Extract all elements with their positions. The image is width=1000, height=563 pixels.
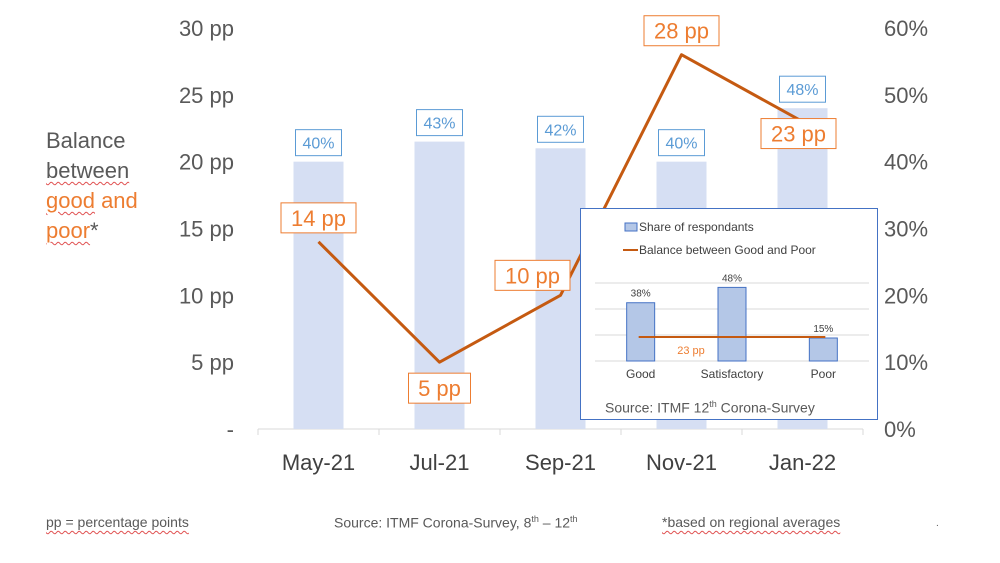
- balance-line: [317, 53, 804, 364]
- inset-category-label: Poor: [811, 367, 836, 381]
- line-value-label: 10 pp: [505, 263, 560, 288]
- inset-bar-label: 15%: [813, 324, 833, 335]
- line-label-box: [643, 15, 720, 47]
- legend-share-label: Share of respondants: [639, 220, 754, 234]
- right-tick-label: 10%: [884, 350, 928, 375]
- line-value-label: 23 pp: [771, 122, 826, 147]
- footer-dot: .: [936, 518, 939, 529]
- category-label: Jul-21: [410, 450, 470, 475]
- category-label: Sep-21: [525, 450, 596, 475]
- inset-chart: 38% Good 48% Satisfactory 15% Poor 23 pp: [595, 222, 869, 381]
- inset-bar: [626, 302, 656, 362]
- left-tick-label: 15 pp: [179, 217, 234, 242]
- right-tick-label: 50%: [884, 83, 928, 108]
- left-tick-label: 10 pp: [179, 283, 234, 308]
- inset-chart-panel: 38% Good 48% Satisfactory 15% Poor 23 pp Share…: [580, 208, 878, 420]
- legend-bar-swatch: [624, 222, 638, 232]
- footer-pp-note: pp = percentage points: [46, 514, 189, 530]
- bar-value-label: 42%: [544, 122, 576, 139]
- bar-label-box: [295, 129, 342, 157]
- bar-label-box: [416, 109, 463, 137]
- inset-source: Source: ITMF 12th Corona-Survey: [605, 399, 815, 416]
- inset-category-label: Satisfactory: [701, 367, 764, 381]
- left-tick-label: 25 pp: [179, 83, 234, 108]
- bar-label-box: [779, 75, 826, 103]
- bar-value-label: 48%: [786, 82, 818, 99]
- inset-category-label: Good: [626, 367, 655, 381]
- inset-bar: [717, 286, 747, 362]
- bar-label-box: [658, 129, 705, 157]
- right-tick-label: 20%: [884, 283, 928, 308]
- axis-title-line1: Balance: [46, 128, 126, 153]
- legend-balance-label: Balance between Good and Poor: [639, 243, 816, 257]
- line-value-label: 28 pp: [654, 19, 709, 44]
- bar-label-box: [537, 115, 584, 143]
- line-label-box: [760, 118, 837, 150]
- right-tick-label: 30%: [884, 217, 928, 242]
- axis-title-good: good: [46, 188, 95, 213]
- inset-bar: [808, 337, 838, 362]
- axis-title-poor: poor: [46, 218, 91, 243]
- bar-value-label: 40%: [302, 136, 334, 153]
- category-label: Jan-22: [769, 450, 836, 475]
- line-value-label: 14 pp: [291, 206, 346, 231]
- left-axis-title: Balance between good and poor*: [46, 126, 138, 246]
- right-tick-label: 0%: [884, 417, 916, 442]
- line-label-box: [408, 372, 471, 404]
- inset-bar-label: 48%: [722, 273, 742, 284]
- left-tick-label: 20 pp: [179, 150, 234, 175]
- category-label: May-21: [282, 450, 355, 475]
- left-tick-label: 30 pp: [179, 16, 234, 41]
- right-tick-label: 40%: [884, 150, 928, 175]
- category-label: Nov-21: [646, 450, 717, 475]
- inset-bar-label: 38%: [631, 289, 651, 300]
- bar-value-label: 43%: [423, 116, 455, 133]
- axis-title-and: and: [94, 188, 138, 213]
- inset-line-label: 23 pp: [677, 345, 705, 357]
- bar: [293, 161, 344, 429]
- axis-title-line2: between: [46, 158, 130, 183]
- left-tick-label: 5 pp: [191, 350, 234, 375]
- bar-value-label: 40%: [665, 136, 697, 153]
- axis-title-asterisk: *: [90, 218, 99, 243]
- right-tick-label: 60%: [884, 16, 928, 41]
- line-label-box: [280, 202, 357, 234]
- footer-regional-note: *based on regional averages: [662, 514, 841, 530]
- line-value-label: 5 pp: [418, 376, 461, 401]
- left-tick-label: -: [227, 417, 234, 442]
- line-label-box: [494, 259, 571, 291]
- footer-source: Source: ITMF Corona-Survey, 8th – 12th: [334, 514, 578, 531]
